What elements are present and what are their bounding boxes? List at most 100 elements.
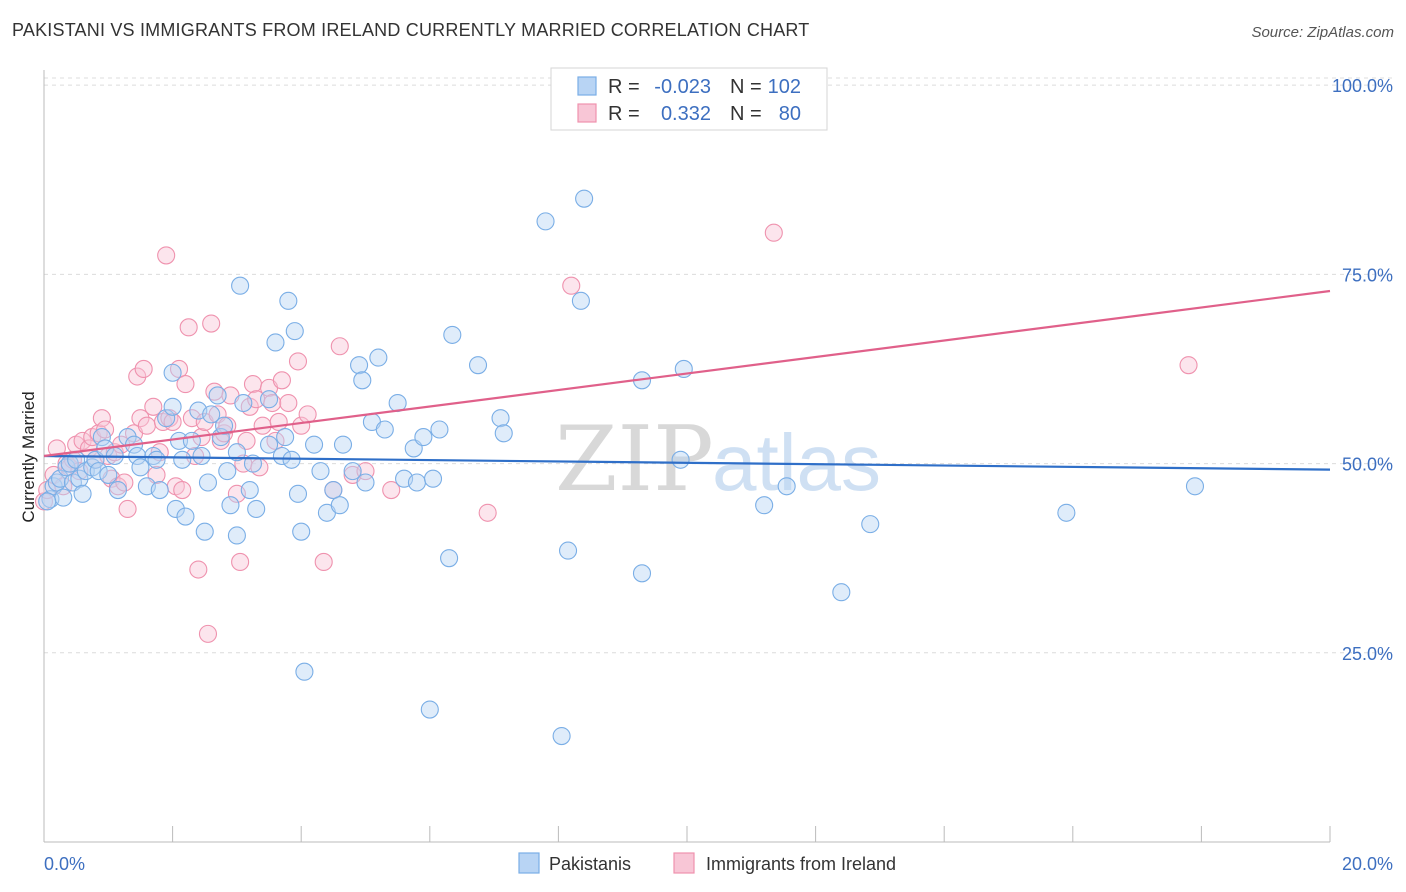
- trend-line-ireland: [43, 289, 1331, 458]
- x-tick-label-max: 20.0%: [1342, 854, 1393, 874]
- pakistani-point-100: [777, 477, 796, 496]
- pakistani-point-26: [147, 450, 166, 469]
- ireland-point-25: [128, 367, 147, 386]
- pakistani-point-85: [440, 549, 459, 568]
- ireland-point-43: [189, 560, 208, 579]
- pakistani-point-69: [333, 435, 353, 454]
- legend-r-value-pakistanis: -0.023: [654, 76, 711, 98]
- pakistani-point-34: [176, 507, 195, 526]
- pakistani-point-29: [163, 397, 182, 416]
- pakistani-point-97: [671, 450, 690, 469]
- pakistani-point-76: [375, 420, 394, 439]
- pakistani-point-27: [150, 481, 169, 500]
- ireland-point-40: [179, 318, 198, 337]
- ireland-point-59: [243, 375, 263, 394]
- legend-swatch-pakistanis: [577, 76, 597, 96]
- pakistani-point-95: [632, 564, 652, 583]
- ireland-point-66: [269, 412, 288, 431]
- pakistani-point-38: [195, 522, 214, 541]
- series-pakistani-points: [38, 189, 1205, 746]
- pakistani-point-103: [1057, 503, 1076, 522]
- pakistani-point-70: [343, 462, 362, 481]
- legend-swatch-ireland: [577, 103, 597, 123]
- ireland-point-67: [272, 371, 291, 390]
- pakistani-point-41: [208, 386, 227, 405]
- pakistani-point-65: [311, 462, 330, 481]
- y-axis-title: Currently Married: [19, 391, 38, 522]
- legend-r-value-ireland: 0.332: [661, 103, 711, 125]
- pakistani-point-35: [182, 431, 201, 450]
- pakistani-point-17: [99, 465, 118, 484]
- pakistani-point-62: [292, 522, 311, 541]
- pakistani-point-71: [350, 356, 369, 375]
- ireland-point-23: [118, 499, 137, 519]
- pakistani-point-53: [259, 390, 279, 409]
- pakistani-point-45: [221, 496, 240, 515]
- y-tick-label-75: 75.0%: [1342, 265, 1393, 285]
- stats-legend: R = -0.023 N = 102 R = 0.332 N = 80: [550, 67, 828, 131]
- ireland-point-78: [478, 503, 497, 522]
- pakistani-point-50: [240, 481, 259, 500]
- pakistani-point-87: [468, 356, 488, 375]
- pakistani-point-52: [247, 499, 266, 519]
- pakistani-point-93: [571, 291, 590, 310]
- legend-n-value-pakistanis: 102: [768, 76, 801, 98]
- ireland-point-47: [202, 314, 221, 333]
- pakistani-point-84: [430, 420, 449, 439]
- pakistani-point-99: [755, 496, 774, 515]
- legend-r-label-ireland: R =: [608, 103, 640, 125]
- ireland-point-72: [314, 552, 333, 572]
- pakistani-point-37: [192, 446, 211, 466]
- ireland-point-69: [288, 352, 308, 371]
- pakistani-point-47: [227, 443, 246, 462]
- pakistani-point-28: [157, 409, 176, 428]
- pakistani-point-31: [166, 499, 185, 519]
- chart-source: Source: ZipAtlas.com: [1251, 24, 1394, 41]
- pakistani-point-68: [330, 496, 349, 515]
- bottom-legend-label-pakistanis: Pakistanis: [549, 854, 631, 874]
- ireland-point-77: [382, 481, 401, 500]
- pakistani-point-46: [227, 526, 246, 545]
- ireland-point-46: [198, 624, 218, 643]
- pakistani-point-86: [443, 325, 462, 344]
- ireland-point-22: [115, 473, 134, 492]
- legend-n-value-ireland: 80: [779, 103, 801, 125]
- pakistani-point-61: [288, 484, 308, 503]
- pakistani-point-9: [70, 469, 89, 488]
- pakistani-point-81: [414, 428, 433, 447]
- pakistani-point-54: [259, 435, 279, 454]
- ireland-point-81: [1179, 356, 1198, 375]
- ireland-point-10: [73, 431, 92, 450]
- pakistani-point-73: [356, 473, 375, 492]
- series-legend: Pakistanis Immigrants from Ireland: [518, 852, 896, 874]
- pakistani-point-14: [89, 462, 108, 481]
- pakistani-point-39: [198, 473, 218, 492]
- pakistani-point-92: [558, 541, 578, 560]
- ireland-point-28: [137, 416, 156, 435]
- bottom-legend-label-ireland: Immigrants from Ireland: [706, 854, 896, 874]
- ireland-point-80: [764, 223, 783, 242]
- pakistani-point-94: [575, 189, 594, 208]
- y-tick-label-50: 50.0%: [1342, 455, 1393, 475]
- watermark: ZIP atlas: [555, 407, 881, 512]
- legend-r-label-pakistanis: R =: [608, 76, 640, 98]
- pakistani-point-63: [295, 662, 314, 681]
- pakistani-point-80: [407, 473, 426, 492]
- watermark-zip: ZIP: [555, 407, 714, 512]
- y-tick-label-100: 100.0%: [1332, 76, 1393, 96]
- y-tick-label-25: 25.0%: [1342, 644, 1393, 664]
- pakistani-point-58: [279, 291, 298, 310]
- pakistani-point-90: [536, 212, 555, 231]
- x-ticks: [43, 826, 1331, 842]
- pakistani-point-57: [276, 428, 295, 447]
- y-tick-labels: 25.0% 50.0% 75.0% 100.0%: [1332, 76, 1393, 664]
- pakistani-point-15: [92, 428, 111, 447]
- pakistani-point-83: [423, 469, 443, 488]
- ireland-point-33: [157, 246, 176, 265]
- ireland-point-68: [279, 393, 298, 413]
- ireland-point-29: [144, 397, 163, 416]
- chart-title: PAKISTANI VS IMMIGRANTS FROM IRELAND CUR…: [12, 20, 810, 40]
- pakistani-point-72: [353, 371, 372, 390]
- pakistani-point-23: [131, 458, 150, 477]
- pakistani-point-49: [234, 393, 253, 413]
